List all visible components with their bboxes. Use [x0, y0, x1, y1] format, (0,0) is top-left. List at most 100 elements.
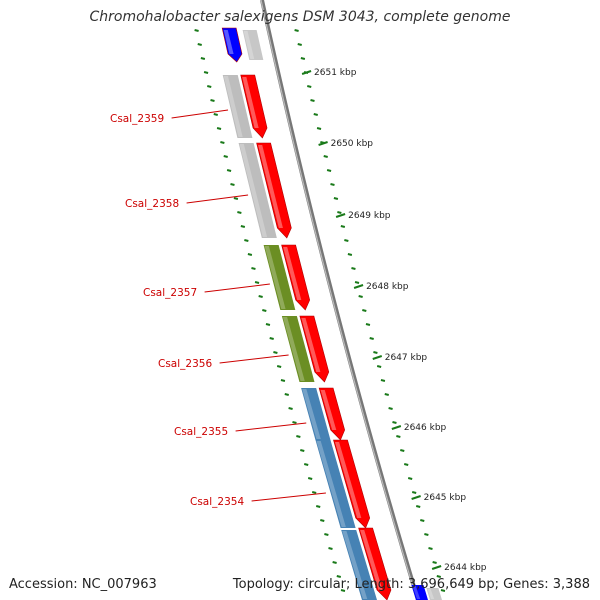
inner-tick — [280, 379, 286, 382]
inner-tick — [340, 589, 346, 592]
inner-tick — [258, 295, 263, 298]
scale-tick — [372, 355, 383, 360]
inner-tick — [315, 505, 321, 508]
cds-arrow-Csal_2359 — [240, 74, 268, 139]
outer-tick — [420, 519, 425, 522]
outer-tick — [307, 85, 312, 88]
outer-tick — [330, 183, 335, 186]
gene-leader-line — [219, 354, 289, 364]
inner-tick — [303, 463, 309, 466]
inner-tick — [247, 253, 253, 256]
cog-block-Csal_2358 — [238, 143, 277, 238]
outer-tick — [411, 491, 417, 494]
outer-tick — [400, 449, 405, 452]
outer-tick — [310, 99, 315, 102]
scale-tick — [353, 284, 364, 289]
outer-tick — [369, 337, 374, 340]
cds-arrow-Csal_2354 — [333, 439, 371, 529]
cog-block-Csal_2357 — [263, 245, 296, 310]
scale-label: 2651 kbp — [314, 68, 357, 78]
outer-tick — [326, 169, 332, 172]
outer-tick — [323, 155, 328, 158]
outer-tick — [344, 239, 349, 242]
scale-label: 2647 kbp — [385, 353, 428, 363]
inner-tick — [230, 183, 235, 186]
inner-tick — [244, 239, 249, 242]
inner-tick — [240, 225, 246, 228]
inner-tick — [265, 323, 271, 326]
inner-tick — [300, 449, 305, 452]
gene-leader-line — [204, 283, 270, 293]
inner-tick — [216, 127, 222, 130]
outer-tick — [365, 323, 371, 326]
gene-leader-line — [171, 109, 229, 119]
gene-label: Csal_2356 — [158, 358, 212, 370]
inner-tick — [288, 407, 293, 410]
outer-tick — [313, 113, 319, 116]
gene-leader-line — [235, 422, 307, 432]
gene-leader-line — [186, 194, 249, 204]
scale-tick — [391, 425, 402, 430]
scale-label: 2644 kbp — [444, 563, 487, 573]
outer-tick — [376, 365, 382, 368]
outer-tick — [373, 351, 378, 354]
inner-tick — [262, 309, 267, 312]
feature-tracks — [221, 0, 442, 600]
cog-block-bottom — [341, 530, 377, 600]
cog-block-top — [242, 30, 264, 60]
gene-label: Csal_2358 — [125, 198, 179, 210]
outer-tick — [347, 253, 353, 256]
inner-tick — [273, 351, 278, 354]
tick-marks — [194, 29, 446, 592]
inner-tick — [284, 393, 290, 396]
cds-arrow-bottom — [358, 527, 392, 600]
inner-tick — [223, 155, 228, 158]
outer-tick — [316, 127, 322, 130]
inner-tick — [292, 421, 297, 424]
outer-tick — [340, 225, 346, 228]
scale-tick — [318, 141, 328, 146]
scale-labels: 2651 kbp 2650 kbp 2649 kbp 2648 kbp 2647 kbp… — [301, 68, 487, 573]
outer-tick — [337, 211, 342, 214]
scale-tick — [411, 495, 421, 500]
cds-arrow-Csal_2355 — [318, 387, 345, 441]
gene-leader-line — [251, 492, 326, 502]
outer-tick — [297, 43, 302, 46]
scale-label: 2645 kbp — [424, 493, 467, 503]
inner-tick — [296, 435, 301, 438]
outer-tick — [392, 421, 397, 424]
inner-tick — [203, 71, 209, 74]
outer-tick — [354, 281, 360, 284]
outer-tick — [294, 29, 299, 32]
cog-block-Csal_2354 — [315, 440, 356, 528]
inner-tick — [220, 141, 225, 144]
cds-reverse-top — [221, 27, 243, 63]
outer-tick — [388, 407, 393, 410]
inner-tick — [237, 211, 242, 214]
accession-text: Accession: NC_007963 — [9, 577, 157, 592]
outer-tick — [384, 393, 390, 396]
inner-tick — [254, 281, 260, 284]
inner-tick — [269, 337, 274, 340]
outer-tick — [333, 197, 339, 200]
cog-block-bottom-outer — [426, 588, 442, 600]
inner-tick — [276, 365, 282, 368]
cds-arrow-Csal_2356 — [299, 315, 330, 383]
scale-label: 2646 kbp — [404, 423, 447, 433]
gene-label: Csal_2354 — [190, 496, 244, 508]
gene-label: Csal_2357 — [143, 287, 197, 299]
inner-tick — [197, 43, 202, 46]
outer-tick — [358, 295, 363, 298]
scale-label: 2649 kbp — [348, 211, 391, 221]
cog-block-Csal_2356 — [281, 316, 315, 382]
inner-tick — [311, 491, 317, 494]
cds-reverse-bottom — [411, 585, 428, 600]
outer-tick — [351, 267, 356, 270]
cds-arrow-Csal_2357 — [281, 244, 311, 311]
outer-tick — [407, 477, 413, 480]
outer-tick — [380, 379, 386, 382]
map-title: Chromohalobacter salexigens DSM 3043, co… — [89, 9, 511, 25]
cog-block-Csal_2359 — [222, 75, 253, 138]
inner-tick — [324, 533, 329, 536]
